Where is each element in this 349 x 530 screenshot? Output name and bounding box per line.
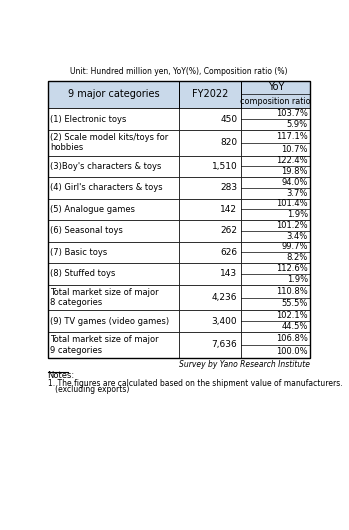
- Bar: [179, 332, 241, 358]
- Bar: [241, 108, 310, 130]
- Text: 100.0%: 100.0%: [276, 347, 308, 356]
- Text: 450: 450: [220, 114, 237, 123]
- Text: (8) Stuffed toys: (8) Stuffed toys: [50, 269, 115, 278]
- Text: (4) Girl's characters & toys: (4) Girl's characters & toys: [50, 183, 162, 192]
- Text: 112.6%: 112.6%: [276, 264, 308, 273]
- Text: 820: 820: [220, 138, 237, 147]
- Text: 9 major categories: 9 major categories: [68, 90, 159, 100]
- Text: (9) TV games (video games): (9) TV games (video games): [50, 317, 169, 325]
- Text: (2) Scale model kits/toys for
hobbies: (2) Scale model kits/toys for hobbies: [50, 133, 168, 152]
- Bar: [179, 199, 241, 220]
- Text: 626: 626: [220, 248, 237, 257]
- Bar: [179, 81, 241, 108]
- Text: (1) Electronic toys: (1) Electronic toys: [50, 114, 126, 123]
- Bar: [47, 130, 179, 156]
- Bar: [47, 177, 179, 199]
- Bar: [47, 263, 179, 285]
- Text: 1,510: 1,510: [211, 162, 237, 171]
- Bar: [47, 332, 179, 358]
- Bar: [179, 177, 241, 199]
- Text: 283: 283: [220, 183, 237, 192]
- Text: (6) Seasonal toys: (6) Seasonal toys: [50, 226, 123, 235]
- Text: 55.5%: 55.5%: [282, 299, 308, 308]
- Bar: [241, 285, 310, 311]
- Text: FY2022: FY2022: [192, 90, 229, 100]
- Text: Notes:: Notes:: [47, 371, 75, 380]
- Text: 1. The figures are calculated based on the shipment value of manufacturers.: 1. The figures are calculated based on t…: [47, 378, 342, 387]
- Text: 101.2%: 101.2%: [276, 221, 308, 230]
- Text: 143: 143: [220, 269, 237, 278]
- Bar: [241, 156, 310, 177]
- Text: YoY: YoY: [268, 83, 284, 92]
- Bar: [47, 220, 179, 242]
- Text: (7) Basic toys: (7) Basic toys: [50, 248, 107, 257]
- Bar: [47, 156, 179, 177]
- Text: 10.7%: 10.7%: [281, 145, 308, 154]
- Bar: [179, 108, 241, 130]
- Text: 7,636: 7,636: [211, 340, 237, 349]
- Bar: [179, 311, 241, 332]
- Text: 103.7%: 103.7%: [276, 109, 308, 118]
- Bar: [241, 263, 310, 285]
- Bar: [47, 108, 179, 130]
- Text: 94.0%: 94.0%: [282, 178, 308, 187]
- Bar: [241, 220, 310, 242]
- Text: 99.7%: 99.7%: [281, 243, 308, 251]
- Bar: [47, 199, 179, 220]
- Text: 1.9%: 1.9%: [287, 275, 308, 284]
- Text: 106.8%: 106.8%: [276, 334, 308, 343]
- Bar: [241, 332, 310, 358]
- Text: 1.9%: 1.9%: [287, 210, 308, 219]
- Bar: [179, 285, 241, 311]
- Text: 110.8%: 110.8%: [276, 287, 308, 296]
- Text: Total market size of major
9 categories: Total market size of major 9 categories: [50, 335, 158, 355]
- Bar: [179, 220, 241, 242]
- Bar: [241, 81, 310, 108]
- Text: 122.4%: 122.4%: [276, 156, 308, 165]
- Text: 3,400: 3,400: [212, 317, 237, 325]
- Bar: [47, 81, 179, 108]
- Bar: [179, 156, 241, 177]
- Text: 4,236: 4,236: [212, 293, 237, 302]
- Text: 44.5%: 44.5%: [282, 322, 308, 331]
- Text: 5.9%: 5.9%: [287, 120, 308, 129]
- Text: Total market size of major
8 categories: Total market size of major 8 categories: [50, 288, 158, 307]
- Bar: [47, 81, 310, 358]
- Text: Unit: Hundred million yen, YoY(%), Composition ratio (%): Unit: Hundred million yen, YoY(%), Compo…: [70, 67, 288, 76]
- Text: 117.1%: 117.1%: [276, 132, 308, 141]
- Bar: [241, 130, 310, 156]
- Text: Survey by Yano Research Institute: Survey by Yano Research Institute: [179, 360, 310, 369]
- Bar: [179, 242, 241, 263]
- Text: (5) Analogue games: (5) Analogue games: [50, 205, 135, 214]
- Bar: [241, 199, 310, 220]
- Bar: [241, 177, 310, 199]
- Bar: [241, 242, 310, 263]
- Text: 3.4%: 3.4%: [287, 232, 308, 241]
- Text: 102.1%: 102.1%: [276, 311, 308, 320]
- Bar: [179, 263, 241, 285]
- Text: composition ratio: composition ratio: [240, 97, 311, 106]
- Text: 101.4%: 101.4%: [276, 199, 308, 208]
- Bar: [241, 311, 310, 332]
- Bar: [47, 285, 179, 311]
- Text: (excluding exports): (excluding exports): [47, 385, 129, 394]
- Text: 19.8%: 19.8%: [281, 167, 308, 176]
- Bar: [179, 130, 241, 156]
- Text: (3)Boy's characters & toys: (3)Boy's characters & toys: [50, 162, 161, 171]
- Text: 3.7%: 3.7%: [287, 189, 308, 198]
- Text: 8.2%: 8.2%: [287, 253, 308, 262]
- Text: 142: 142: [220, 205, 237, 214]
- Bar: [47, 242, 179, 263]
- Text: 262: 262: [220, 226, 237, 235]
- Bar: [47, 311, 179, 332]
